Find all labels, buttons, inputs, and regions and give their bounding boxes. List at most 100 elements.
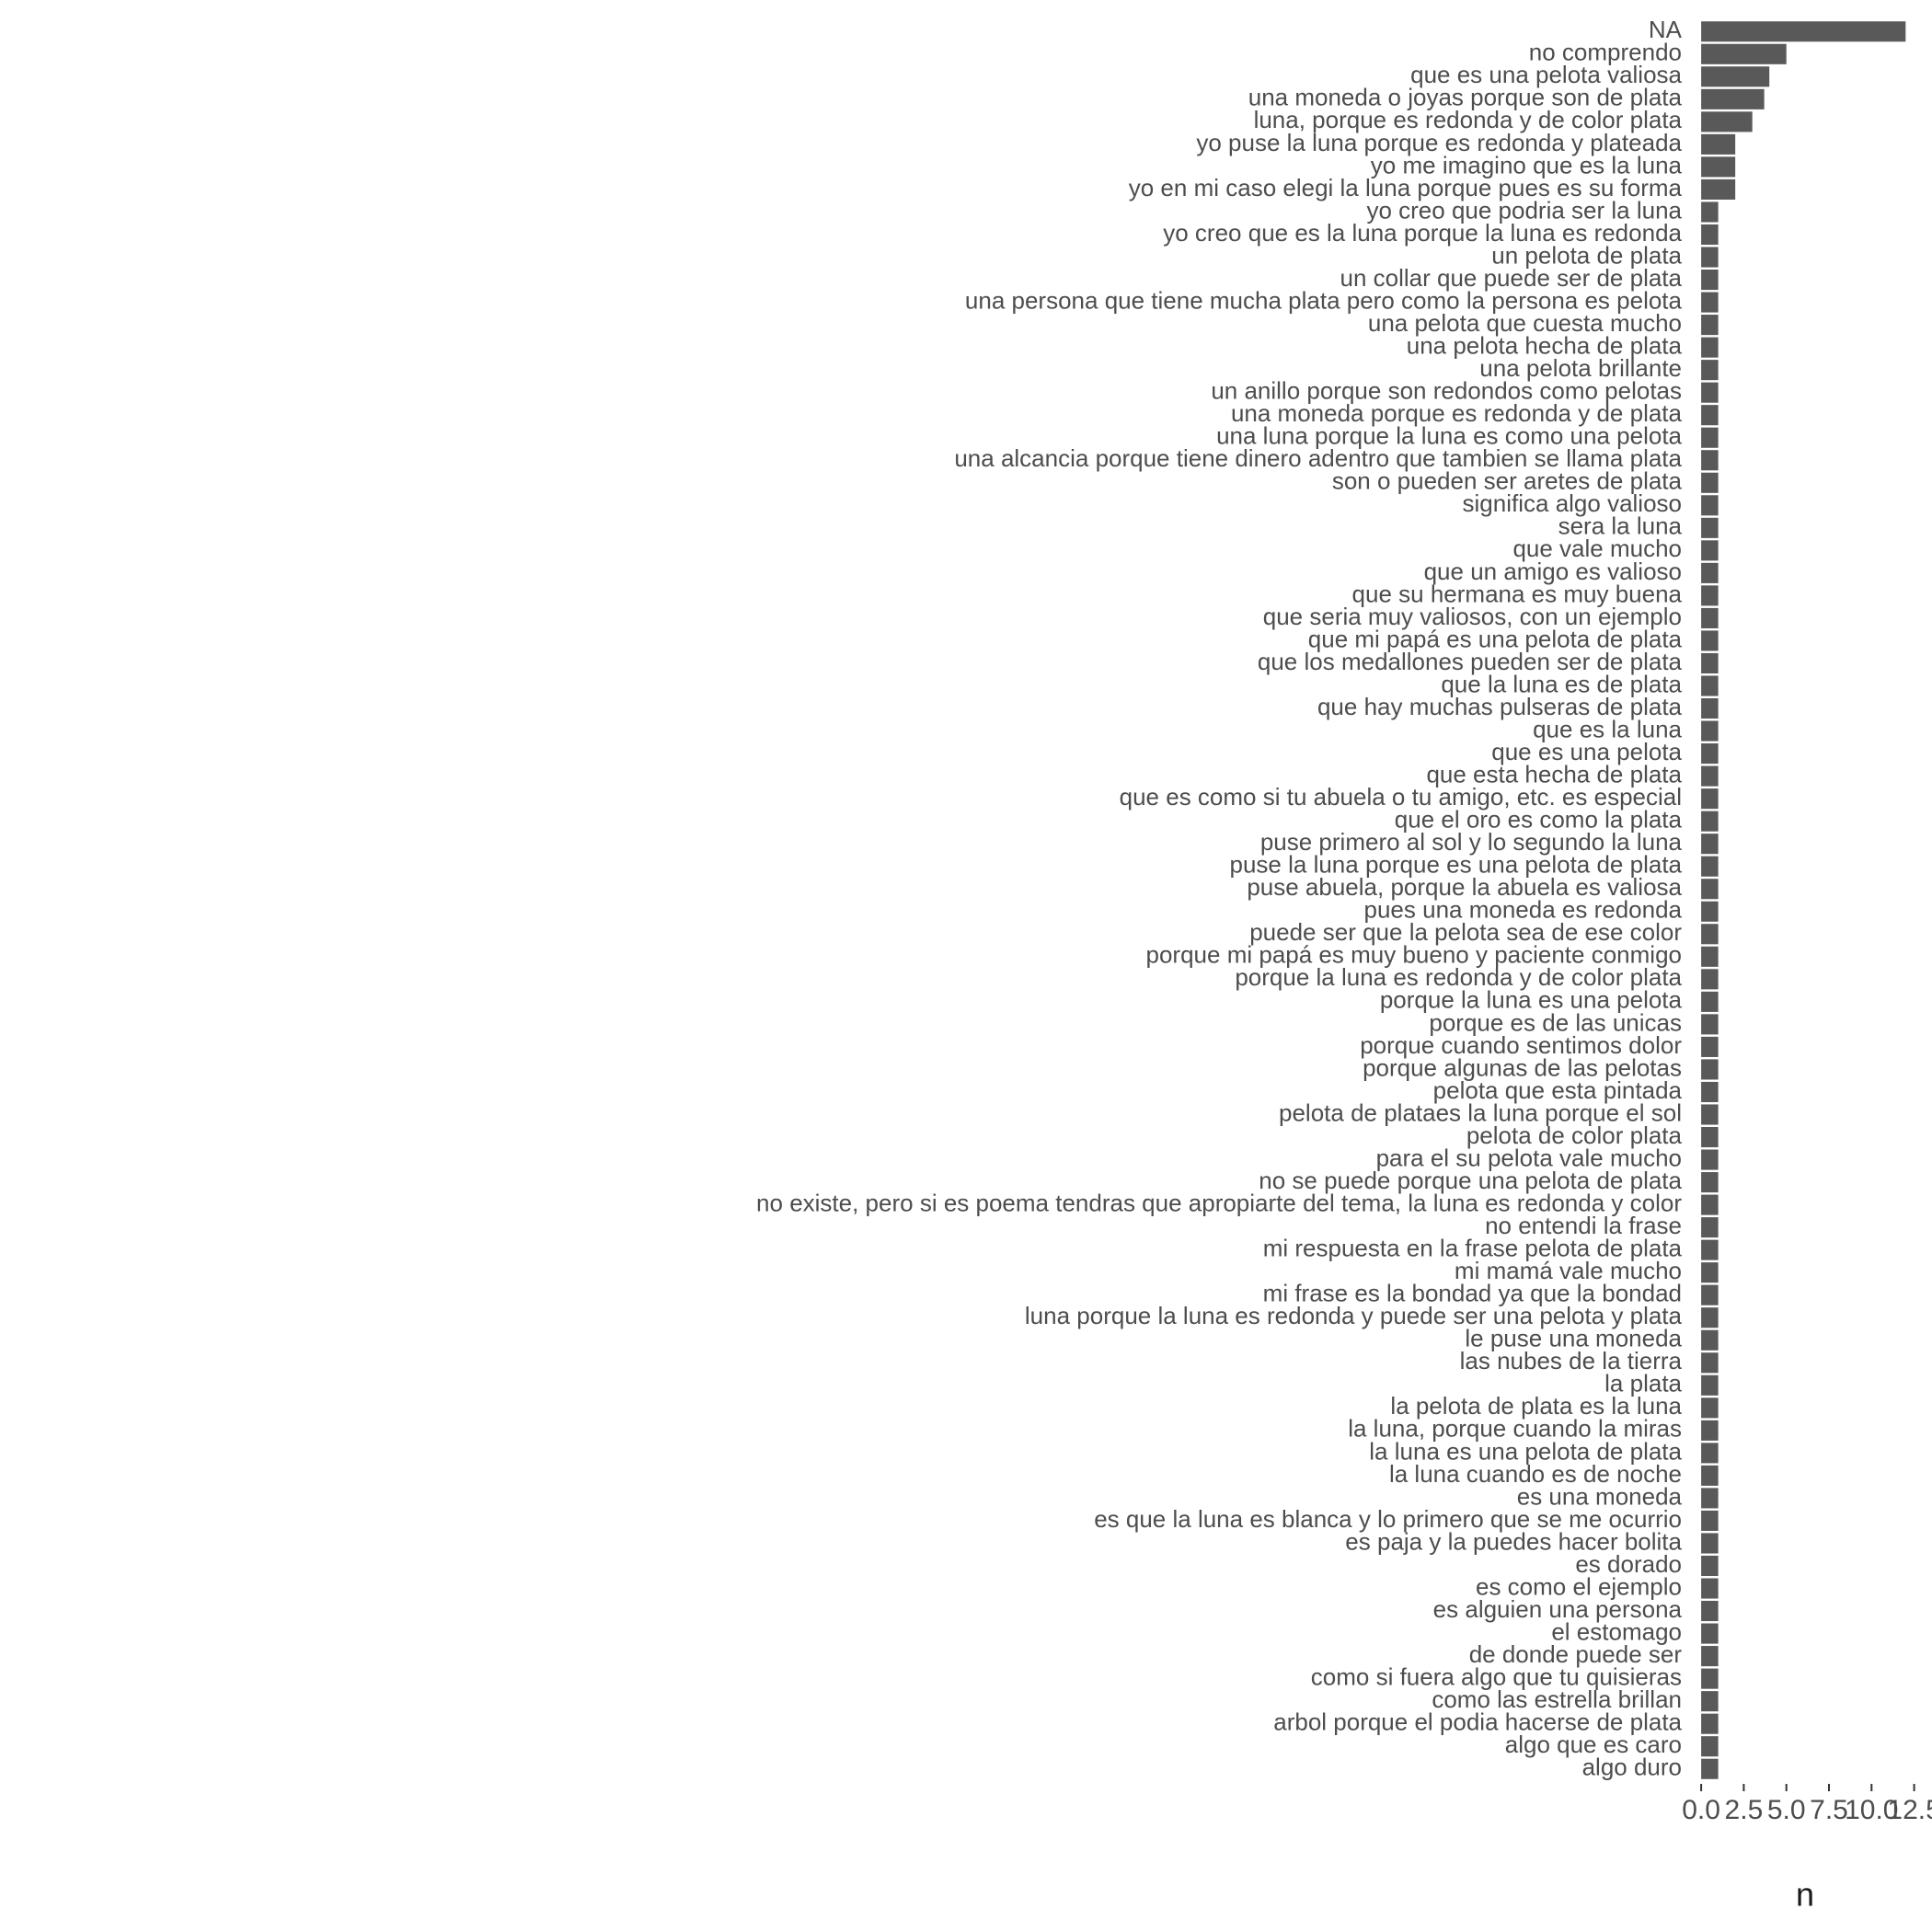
y-tick-label: un collar que puede ser de plata bbox=[1340, 264, 1683, 292]
y-tick-label: que es una pelota valiosa bbox=[1410, 61, 1682, 88]
bar bbox=[1701, 675, 1719, 696]
y-tick-label: mi mamá vale mucho bbox=[1455, 1257, 1682, 1284]
bar bbox=[1701, 969, 1719, 990]
bar bbox=[1701, 788, 1719, 810]
x-tick-label: 0.0 bbox=[1682, 1795, 1720, 1825]
y-tick-label: no se puede porque una pelota de plata bbox=[1259, 1167, 1682, 1194]
y-tick-label: son o pueden ser aretes de plata bbox=[1332, 467, 1683, 495]
bar bbox=[1701, 901, 1719, 922]
y-tick-label: como si fuera algo que tu quisieras bbox=[1311, 1663, 1682, 1691]
y-tick-label: una pelota brillante bbox=[1479, 354, 1682, 382]
bar bbox=[1701, 1194, 1719, 1215]
bar bbox=[1701, 1668, 1719, 1689]
y-tick-label: pues una moneda es redonda bbox=[1364, 896, 1683, 924]
bar bbox=[1701, 360, 1719, 381]
y-tick-label: el estomago bbox=[1551, 1617, 1682, 1645]
bar bbox=[1701, 405, 1719, 426]
y-tick-label: para el su pelota vale mucho bbox=[1376, 1144, 1682, 1171]
bar bbox=[1701, 1623, 1719, 1644]
y-tick-label: una alcancia porque tiene dinero adentro… bbox=[954, 444, 1682, 472]
y-tick-label: que es una pelota bbox=[1491, 738, 1682, 765]
y-tick-label: puse abuela, porque la abuela es valiosa bbox=[1247, 873, 1682, 901]
bar bbox=[1701, 562, 1719, 583]
bar bbox=[1701, 270, 1719, 291]
bar bbox=[1701, 1172, 1719, 1193]
bar bbox=[1701, 1126, 1719, 1148]
y-tick-label: yo me imagino que es la luna bbox=[1371, 151, 1683, 178]
bar bbox=[1701, 427, 1719, 448]
bar bbox=[1701, 697, 1719, 719]
bar bbox=[1701, 224, 1719, 246]
bar bbox=[1701, 1691, 1719, 1712]
bar bbox=[1701, 765, 1719, 787]
bar bbox=[1701, 201, 1719, 223]
x-tick-label: 2.5 bbox=[1725, 1795, 1764, 1825]
bar bbox=[1701, 178, 1736, 200]
y-tick-label: sera la luna bbox=[1558, 512, 1683, 540]
y-tick-label: que seria muy valiosos, con un ejemplo bbox=[1263, 603, 1682, 630]
bar bbox=[1701, 88, 1765, 109]
y-tick-label: que su hermana es muy buena bbox=[1352, 580, 1683, 607]
bar bbox=[1701, 1488, 1719, 1509]
y-tick-label: una moneda o joyas porque son de plata bbox=[1248, 84, 1683, 111]
bar bbox=[1701, 946, 1719, 967]
y-tick-label: pelota que esta pintada bbox=[1433, 1076, 1683, 1104]
y-tick-label: la luna cuando es de noche bbox=[1389, 1460, 1682, 1488]
y-tick-label: no existe, pero si es poema tendras que … bbox=[756, 1189, 1682, 1216]
bar bbox=[1701, 856, 1719, 877]
y-tick-label: luna, porque es redonda y de color plata bbox=[1254, 106, 1683, 133]
bar bbox=[1701, 1014, 1719, 1035]
bar bbox=[1701, 1397, 1719, 1419]
bar bbox=[1701, 1578, 1719, 1599]
bar bbox=[1701, 1262, 1719, 1283]
y-tick-label: una luna porque la luna es como una pelo… bbox=[1216, 422, 1682, 450]
bar bbox=[1701, 1329, 1719, 1351]
bar bbox=[1701, 111, 1753, 132]
y-tick-label: que los medallones pueden ser de plata bbox=[1258, 648, 1683, 675]
y-tick-label: es alguien una persona bbox=[1433, 1595, 1683, 1623]
y-tick-label: que la luna es de plata bbox=[1441, 670, 1682, 697]
bar bbox=[1701, 607, 1719, 628]
bar bbox=[1701, 991, 1719, 1012]
x-tick-label: 5.0 bbox=[1767, 1795, 1806, 1825]
bar bbox=[1701, 43, 1787, 64]
y-tick-label: una moneda porque es redonda y de plata bbox=[1231, 399, 1683, 427]
bar bbox=[1701, 720, 1719, 742]
y-tick-label: una pelota hecha de plata bbox=[1407, 331, 1683, 359]
bar bbox=[1701, 1533, 1719, 1554]
y-tick-label: yo puse la luna porque es redonda y plat… bbox=[1196, 129, 1682, 156]
y-tick-label: porque cuando sentimos dolor bbox=[1360, 1031, 1682, 1059]
y-tick-label: que hay muchas pulseras de plata bbox=[1317, 693, 1683, 720]
bar bbox=[1701, 1510, 1719, 1531]
bar bbox=[1701, 1352, 1719, 1374]
y-tick-label: no comprendo bbox=[1529, 39, 1682, 66]
bar bbox=[1701, 156, 1736, 178]
y-tick-label: que es como si tu abuela o tu amigo, etc… bbox=[1120, 783, 1682, 811]
y-tick-label: las nubes de la tierra bbox=[1460, 1347, 1683, 1374]
y-tick-label: es dorado bbox=[1575, 1550, 1682, 1578]
y-tick-label: una pelota que cuesta mucho bbox=[1368, 309, 1682, 337]
y-tick-label: que esta hecha de plata bbox=[1426, 760, 1682, 788]
x-tick-label: 12.5 bbox=[1887, 1795, 1932, 1825]
y-tick-label: es como el ejemplo bbox=[1476, 1572, 1682, 1600]
y-tick-label: pelota de plataes la luna porque el sol bbox=[1279, 1098, 1682, 1126]
y-tick-label: porque es de las unicas bbox=[1429, 1008, 1682, 1036]
y-tick-label: que el oro es como la plata bbox=[1395, 806, 1683, 834]
bar bbox=[1701, 1420, 1719, 1441]
bar bbox=[1701, 811, 1719, 832]
y-tick-label: no entendi la frase bbox=[1485, 1212, 1682, 1239]
y-tick-label: porque la luna es una pelota bbox=[1380, 986, 1683, 1014]
y-tick-label: algo que es caro bbox=[1505, 1731, 1682, 1758]
bar bbox=[1701, 1059, 1719, 1080]
y-tick-label: puse primero al sol y lo segundo la luna bbox=[1260, 828, 1683, 856]
bar bbox=[1701, 1736, 1719, 1757]
y-tick-label: arbol porque el podia hacerse de plata bbox=[1273, 1708, 1682, 1736]
bar bbox=[1701, 517, 1719, 538]
y-tick-label: porque algunas de las pelotas bbox=[1363, 1053, 1682, 1081]
bar bbox=[1701, 652, 1719, 674]
bar bbox=[1701, 879, 1719, 900]
bar bbox=[1701, 1758, 1719, 1779]
y-tick-label: yo creo que podria ser la luna bbox=[1366, 196, 1682, 224]
bar bbox=[1701, 1104, 1719, 1125]
